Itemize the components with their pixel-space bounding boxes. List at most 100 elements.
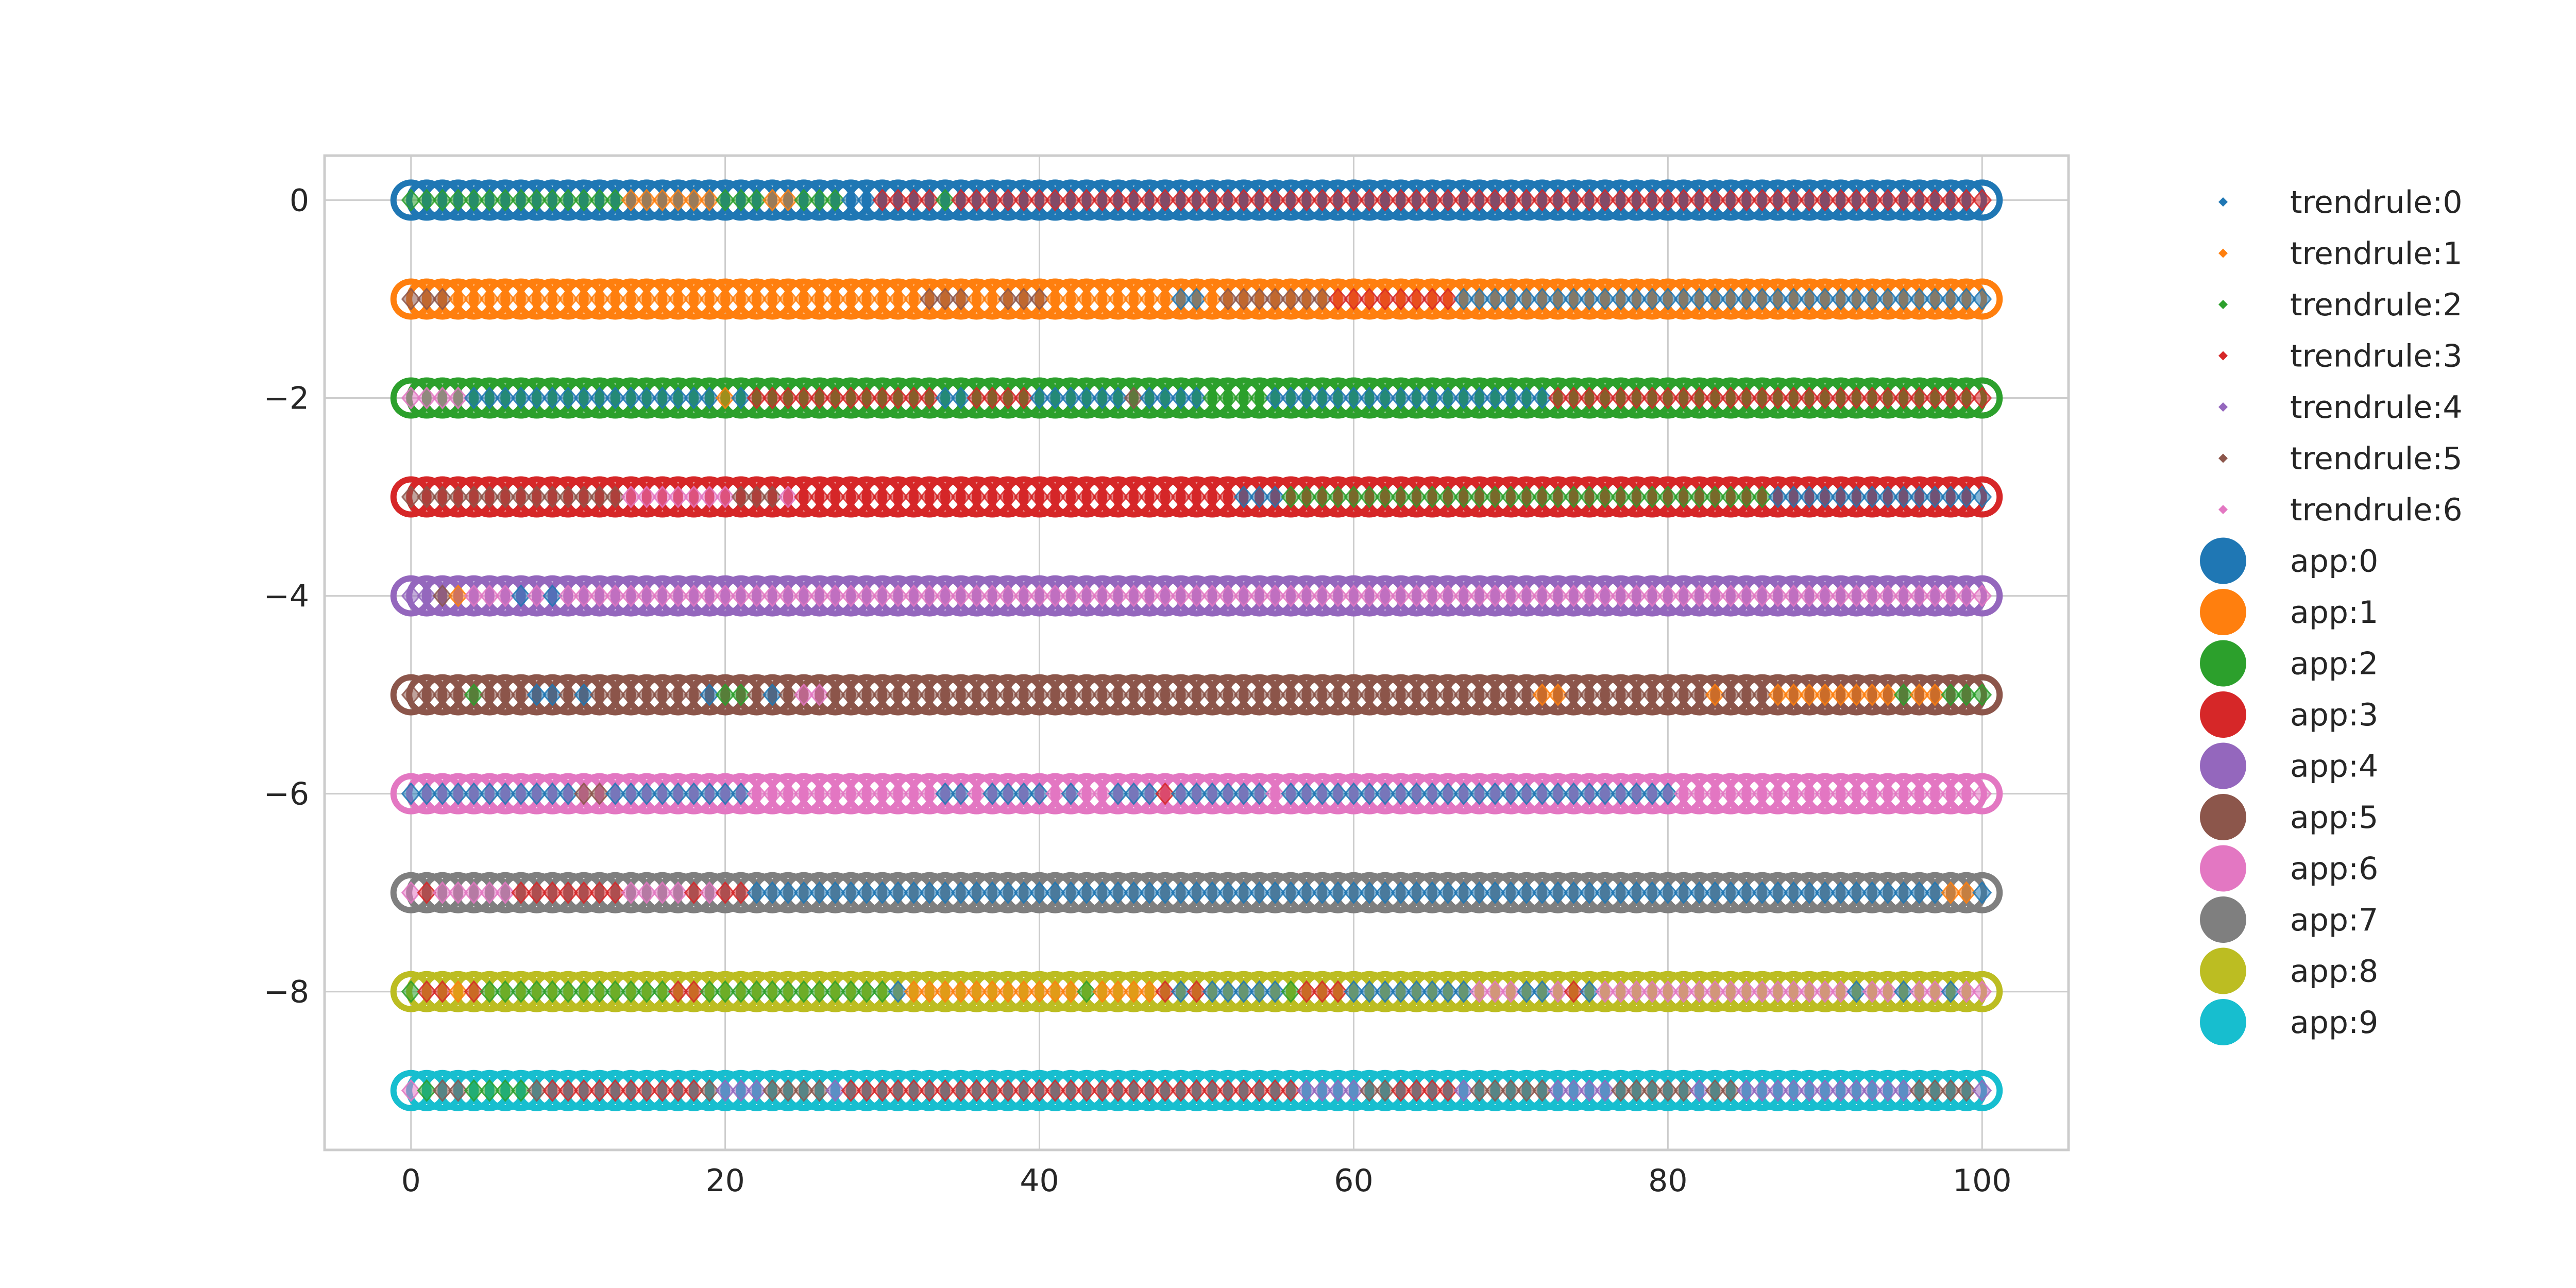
trendrule-point — [1752, 1079, 1772, 1103]
trendrule-point — [1736, 1079, 1756, 1103]
trendrule-point — [1862, 584, 1882, 607]
trendrule-point — [1752, 584, 1772, 607]
trendrule-point — [920, 1079, 940, 1103]
trendrule-point — [1831, 1079, 1851, 1103]
trendrule-point — [1061, 881, 1081, 905]
trendrule-point — [1265, 584, 1285, 607]
trendrule-point — [935, 189, 955, 212]
trendrule-point — [527, 683, 547, 706]
trendrule-point — [1893, 189, 1913, 212]
trendrule-point — [1752, 287, 1772, 311]
x-tick-label: 20 — [705, 1163, 744, 1199]
trendrule-point — [1406, 782, 1427, 805]
trendrule-point — [1893, 485, 1913, 509]
trendrule-point — [1077, 287, 1096, 311]
trendrule-point — [1202, 189, 1222, 212]
trendrule-point — [794, 980, 814, 1004]
trendrule-point — [1831, 485, 1851, 509]
trendrule-point — [967, 287, 987, 311]
trendrule-point — [841, 881, 861, 905]
trendrule-point — [951, 1079, 971, 1103]
trendrule-point — [1422, 782, 1442, 805]
trendrule-point — [1815, 287, 1835, 311]
trendrule-point — [1344, 980, 1364, 1004]
trendrule-point — [495, 1079, 515, 1103]
trendrule-point — [841, 287, 861, 311]
trendrule-point — [1956, 683, 1976, 706]
trendrule-point — [1171, 782, 1191, 805]
trendrule-point — [432, 485, 452, 509]
trendrule-point — [1862, 386, 1882, 410]
legend-label: trendrule:2 — [2290, 287, 2463, 323]
trendrule-point — [1548, 782, 1568, 805]
trendrule-point — [809, 189, 829, 212]
trendrule-point — [1548, 683, 1568, 706]
trendrule-point-row — [401, 287, 1992, 311]
trendrule-point — [794, 782, 814, 805]
trendrule-point — [464, 485, 484, 509]
trendrule-point — [1234, 386, 1253, 410]
trendrule-point — [1579, 1079, 1599, 1103]
trendrule-point — [1673, 189, 1693, 212]
trendrule-point — [1815, 584, 1835, 607]
trendrule-point — [1108, 1079, 1128, 1103]
trendrule-point — [809, 782, 829, 805]
trendrule-point — [621, 881, 641, 905]
trendrule-point — [904, 189, 924, 212]
trendrule-point — [888, 189, 908, 212]
trendrule-point — [1501, 287, 1521, 311]
trendrule-point — [1784, 287, 1804, 311]
trendrule-point — [1061, 683, 1081, 706]
trendrule-point — [448, 584, 468, 607]
trendrule-point — [1689, 189, 1709, 212]
trendrule-point — [1626, 980, 1647, 1004]
trendrule-point — [1909, 485, 1929, 509]
trendrule-point — [1516, 485, 1536, 509]
trendrule-point — [543, 782, 563, 805]
trendrule-point — [417, 782, 437, 805]
trendrule-point — [652, 1079, 672, 1103]
trendrule-point — [1705, 189, 1725, 212]
trendrule-point — [904, 881, 924, 905]
trendrule-point — [574, 881, 594, 905]
trendrule-point — [605, 189, 625, 212]
trendrule-point — [1925, 386, 1945, 410]
trendrule-point — [715, 287, 735, 311]
trendrule-point — [1548, 386, 1568, 410]
legend-marker — [2200, 640, 2246, 687]
trendrule-point — [574, 782, 594, 805]
trendrule-point — [1297, 683, 1316, 706]
trendrule-point — [1014, 189, 1034, 212]
trendrule-point — [1029, 683, 1049, 706]
legend-marker — [2200, 896, 2246, 943]
trendrule-point — [1611, 287, 1631, 311]
trendrule-point — [1344, 881, 1364, 905]
trendrule-point — [1846, 980, 1867, 1004]
trendrule-point — [1752, 980, 1772, 1004]
trendrule-point — [432, 881, 452, 905]
trendrule-point — [857, 584, 877, 607]
trendrule-point — [1595, 584, 1615, 607]
trendrule-point — [1846, 683, 1867, 706]
trendrule-point — [1501, 584, 1521, 607]
legend-entry: trendrule:4 — [2218, 389, 2463, 426]
trendrule-point — [1249, 189, 1269, 212]
trendrule-point — [1689, 386, 1709, 410]
trendrule-point — [558, 1079, 578, 1103]
trendrule-point — [432, 584, 452, 607]
trendrule-point — [1595, 1079, 1615, 1103]
trendrule-point — [1108, 881, 1128, 905]
trendrule-point — [904, 782, 924, 805]
trendrule-point — [401, 287, 421, 311]
trendrule-point — [982, 584, 1003, 607]
trendrule-point — [1485, 980, 1505, 1004]
trendrule-point — [1438, 189, 1458, 212]
trendrule-point — [1469, 1079, 1489, 1103]
trendrule-point — [1721, 386, 1741, 410]
trendrule-point — [1878, 584, 1898, 607]
trendrule-point — [715, 584, 735, 607]
trendrule-point — [1972, 980, 1992, 1004]
trendrule-point — [778, 683, 798, 706]
trendrule-point — [1846, 1079, 1867, 1103]
